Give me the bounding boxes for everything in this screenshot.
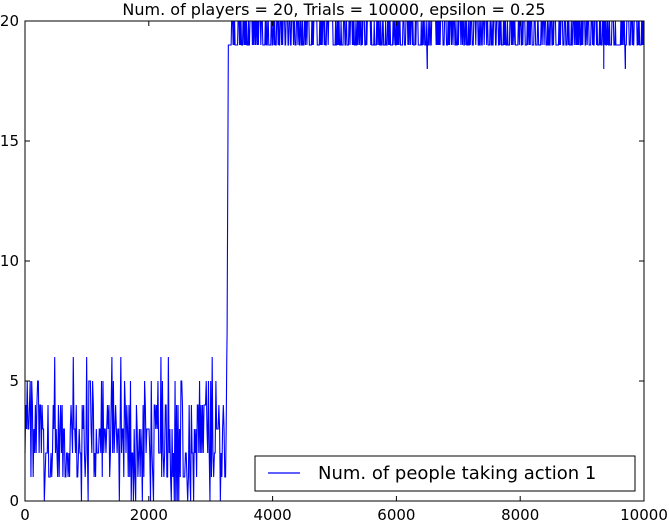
y-tick-label-1: 5 (9, 372, 19, 390)
series-line-0 (24, 20, 645, 502)
x-tick-label-3: 6000 (377, 506, 415, 524)
x-tick-label-5: 10000 (620, 506, 668, 524)
x-tick-label-1: 2000 (130, 506, 168, 524)
x-tick-label-4: 8000 (501, 506, 539, 524)
x-tick-label-2: 4000 (254, 506, 292, 524)
y-tick-label-4: 20 (0, 12, 19, 30)
y-tick-label-3: 15 (0, 132, 19, 150)
chart-title: Num. of players = 20, Trials = 10000, ep… (122, 0, 545, 19)
y-tick-label-0: 0 (9, 492, 19, 510)
x-tick-label-0: 0 (20, 506, 30, 524)
legend: Num. of people taking action 1 (254, 455, 636, 492)
axes-layer: 0 2000 4000 6000 8000 10000 0 5 10 15 20 (0, 12, 668, 524)
legend-box (254, 455, 636, 492)
legend-label-0: Num. of people taking action 1 (318, 463, 596, 484)
y-tick-label-2: 10 (0, 252, 19, 270)
series-layer (24, 20, 645, 502)
